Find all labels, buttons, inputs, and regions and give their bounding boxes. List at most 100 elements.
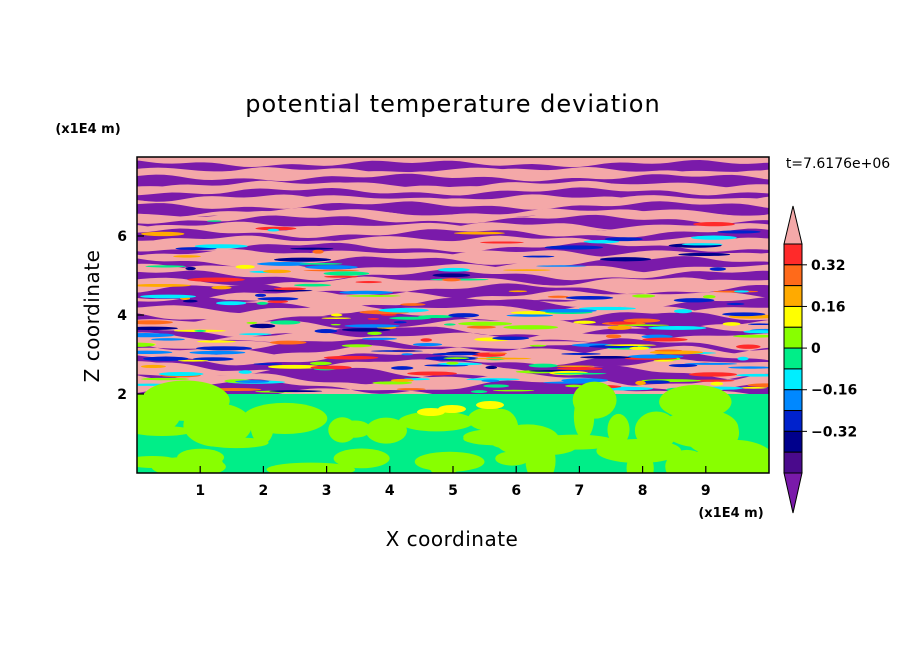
filament xyxy=(390,378,414,382)
filament xyxy=(702,294,716,299)
filament xyxy=(710,381,724,386)
layer-band xyxy=(137,173,769,189)
filament xyxy=(256,301,269,305)
filament xyxy=(443,357,470,360)
colorbar-extend-bottom xyxy=(783,472,803,514)
filament xyxy=(508,290,528,293)
layer-band xyxy=(137,283,769,302)
filament xyxy=(604,344,657,347)
lower-patch xyxy=(476,401,504,409)
filament xyxy=(370,350,424,352)
filament xyxy=(196,346,253,351)
filament xyxy=(270,320,301,325)
filament xyxy=(553,372,607,375)
colorbar-label: −0.32 xyxy=(811,424,857,440)
filament xyxy=(578,306,636,311)
filament xyxy=(268,364,321,369)
layer-band xyxy=(137,187,769,204)
filament xyxy=(255,226,297,231)
colorbar-box xyxy=(783,326,803,349)
filament xyxy=(688,372,738,377)
colorbar-label: 0.32 xyxy=(811,258,846,274)
filament xyxy=(367,318,380,320)
filament xyxy=(556,367,603,371)
filament xyxy=(635,380,646,386)
filament xyxy=(483,384,510,388)
lower-patch xyxy=(141,380,230,421)
filament xyxy=(553,365,595,367)
colorbar-box xyxy=(783,264,803,287)
x-tick-label: 4 xyxy=(385,483,395,499)
filament xyxy=(269,340,307,345)
filament xyxy=(503,325,559,330)
filament xyxy=(653,359,674,362)
filament xyxy=(739,386,768,389)
filament xyxy=(187,277,245,282)
filament xyxy=(400,303,426,306)
filament xyxy=(145,265,187,268)
filament xyxy=(642,337,688,342)
filament xyxy=(580,355,632,359)
filament xyxy=(522,255,555,258)
layer-band xyxy=(137,249,769,267)
filament xyxy=(151,338,185,341)
layer-band xyxy=(137,228,769,246)
filament xyxy=(735,373,769,377)
filament xyxy=(736,344,761,349)
filament xyxy=(437,267,470,272)
lower-patch xyxy=(634,411,678,450)
colorbar-box xyxy=(783,347,803,370)
filament xyxy=(437,362,483,366)
filament xyxy=(481,379,500,383)
filament xyxy=(140,364,166,369)
filament xyxy=(448,313,480,318)
filament xyxy=(748,323,769,326)
filament xyxy=(274,257,332,262)
filament xyxy=(390,366,414,370)
lower-patch xyxy=(607,413,630,446)
filament xyxy=(256,262,314,266)
filament xyxy=(632,294,656,298)
x-tick-label: 5 xyxy=(448,483,458,499)
filament xyxy=(726,302,745,306)
lower-patch xyxy=(333,448,390,469)
filament xyxy=(310,365,352,370)
colorbar-box xyxy=(783,451,803,474)
filament xyxy=(643,380,670,384)
filament xyxy=(608,321,637,325)
filament xyxy=(137,320,173,325)
filament xyxy=(312,249,324,254)
filament xyxy=(378,308,429,313)
filament xyxy=(684,362,738,365)
filament xyxy=(143,356,189,361)
x-tick-label: 7 xyxy=(575,483,585,499)
colorbar-box xyxy=(783,305,803,328)
filament xyxy=(529,344,547,347)
filament xyxy=(470,390,488,394)
x-tick-label: 6 xyxy=(511,483,521,499)
filament xyxy=(604,237,643,242)
filament xyxy=(547,295,569,298)
y-axis-label: Z coordinate xyxy=(80,250,104,383)
filament xyxy=(432,273,471,278)
filament xyxy=(396,388,426,391)
lower-patch xyxy=(151,456,226,473)
filament xyxy=(239,333,272,336)
colorbar-label: −0.16 xyxy=(811,383,857,399)
filament xyxy=(323,355,379,360)
filament xyxy=(565,384,583,388)
filament xyxy=(299,262,343,265)
layer-band xyxy=(137,194,769,210)
filament xyxy=(269,390,323,393)
filament xyxy=(293,283,332,287)
y-tick-label: 6 xyxy=(117,229,127,245)
colorbar-box xyxy=(783,389,803,412)
filament xyxy=(267,228,280,232)
filament xyxy=(207,220,222,222)
y-tick-label: 2 xyxy=(117,387,127,403)
x-tick-label: 2 xyxy=(259,483,269,499)
filament xyxy=(246,321,258,324)
x-tick-label: 1 xyxy=(195,483,205,499)
filament xyxy=(194,329,207,332)
filament xyxy=(330,313,343,317)
